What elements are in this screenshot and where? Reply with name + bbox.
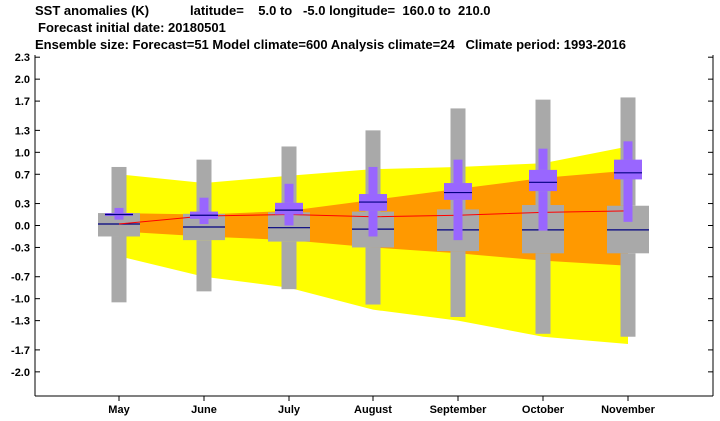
climate-whisker-upper: [111, 166, 127, 214]
y-tick-label: -1.0: [11, 294, 30, 306]
x-tick-label: October: [522, 404, 565, 416]
forecast-whisker-lower: [368, 210, 378, 237]
climate-whisker-lower: [196, 240, 212, 292]
forecast-whisker-lower: [114, 215, 124, 220]
x-tick-label: September: [430, 404, 488, 416]
climate-whisker-lower: [111, 236, 127, 303]
forecast-whisker-upper: [368, 166, 378, 195]
forecast-whisker-lower: [623, 179, 633, 222]
y-tick-label: 1.3: [15, 125, 30, 137]
forecast-whisker-upper: [623, 141, 633, 160]
climate-whisker-lower: [365, 247, 381, 305]
y-tick-label: 1.0: [15, 147, 30, 159]
y-tick-label: 0.3: [15, 199, 30, 211]
forecast-whisker-upper: [453, 159, 463, 184]
y-tick-label: -1.7: [11, 345, 30, 357]
climate-whisker-lower: [450, 251, 466, 317]
x-tick-label: July: [278, 404, 301, 416]
forecast-box: [529, 169, 557, 192]
y-tick-label: -0.3: [11, 242, 30, 254]
forecast-box: [275, 202, 303, 215]
forecast-box: [444, 183, 472, 200]
x-tick-label: May: [108, 404, 130, 416]
climate-whisker-lower: [535, 253, 551, 334]
forecast-whisker-lower: [284, 214, 294, 226]
y-tick-label: 0.7: [15, 169, 30, 181]
climate-whisker-lower: [281, 241, 297, 290]
forecast-whisker-upper: [114, 207, 124, 214]
y-tick-label: -1.3: [11, 316, 30, 328]
forecast-whisker-upper: [538, 148, 548, 170]
climate-box: [98, 213, 140, 237]
x-tick-label: June: [191, 404, 217, 416]
climate-whisker-lower: [620, 253, 636, 337]
forecast-whisker-upper: [199, 197, 209, 212]
forecast-whisker-upper: [284, 183, 294, 203]
region-info: latitude= 5.0 to -5.0 longitude= 160.0 t…: [190, 3, 491, 18]
forecast-whisker-lower: [538, 191, 548, 231]
forecast-initial-date: Forecast initial date: 20180501: [38, 20, 226, 35]
chart-title: SST anomalies (K): [35, 3, 150, 18]
forecast-whisker-lower: [453, 199, 463, 241]
y-tick-label: 2.3: [15, 52, 30, 64]
x-tick-label: November: [601, 404, 656, 416]
y-tick-label: 2.0: [15, 74, 30, 86]
forecast-whisker-lower: [199, 218, 209, 225]
forecast-box: [614, 159, 642, 180]
y-tick-label: -0.7: [11, 272, 30, 284]
y-tick-label: -2.0: [11, 367, 30, 379]
y-tick-label: 1.7: [15, 96, 30, 108]
y-tick-label: 0.0: [15, 221, 30, 233]
x-tick-label: August: [354, 404, 392, 416]
ensemble-info: Ensemble size: Forecast=51 Model climate…: [35, 37, 626, 52]
